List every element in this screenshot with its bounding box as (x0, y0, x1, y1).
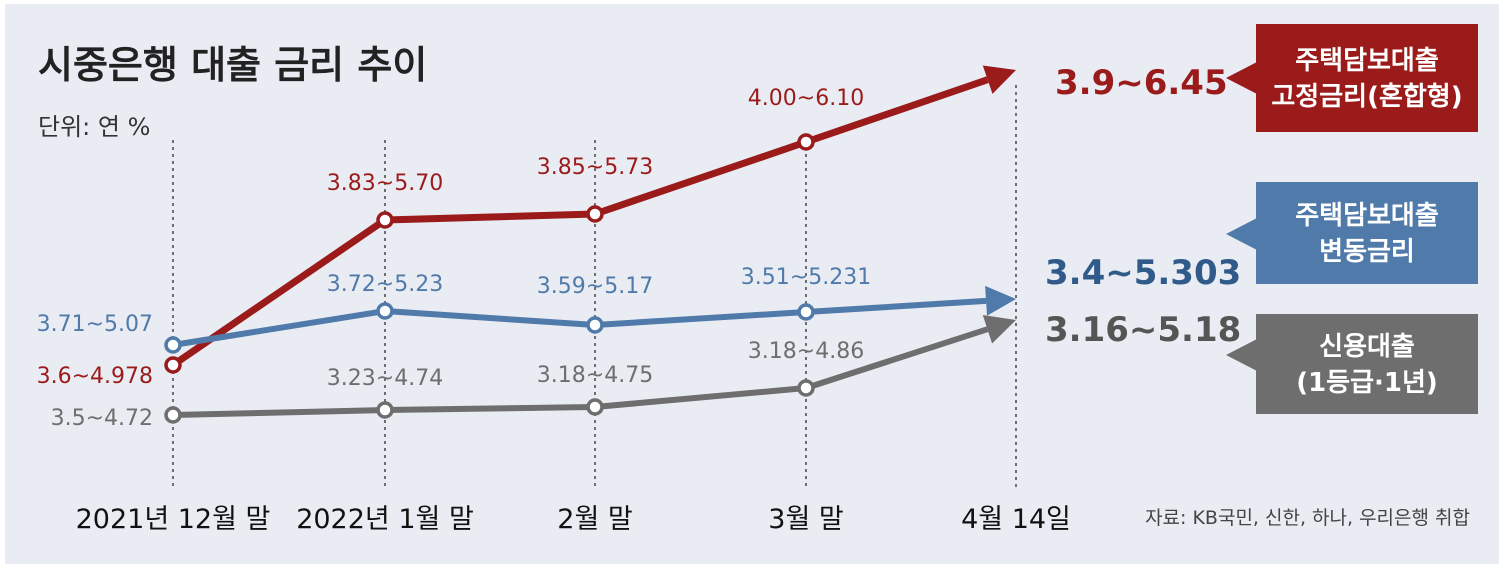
data-label: 3.51~5.231 (741, 265, 871, 290)
badge-label: 신용대출 (1319, 332, 1415, 362)
series-badge (1256, 314, 1478, 414)
data-label: 3.83~5.70 (327, 171, 443, 196)
source-note: 자료: KB국민, 신한, 하나, 우리은행 취합 (1145, 507, 1470, 529)
data-point (376, 401, 394, 419)
x-tick-label: 2022년 1월 말 (296, 504, 474, 535)
data-label: 3.72~5.23 (327, 272, 443, 297)
series-arrowhead (982, 315, 1016, 344)
badge-label: (1등급·1년) (1296, 368, 1438, 398)
data-point (376, 211, 394, 229)
data-label: 3.18~4.86 (748, 339, 864, 364)
end-value-label: 3.4~5.303 (1045, 253, 1241, 293)
badge-label: 주택담보대출 (1295, 201, 1439, 231)
series-arrowhead (982, 65, 1016, 94)
unit-label: 단위: 연 % (38, 113, 150, 141)
data-label: 4.00~6.10 (748, 86, 864, 111)
data-label: 3.85~5.73 (537, 155, 653, 180)
data-point (586, 398, 604, 416)
data-point (586, 316, 604, 334)
x-tick-label: 2021년 12월 말 (76, 504, 271, 535)
badge-pointer (1226, 339, 1257, 371)
badge-label: 변동금리 (1319, 237, 1415, 267)
badge-pointer (1226, 218, 1257, 250)
x-axis: 2021년 12월 말 2022년 1월 말 2월 말 3월 말 4월 14일 (76, 504, 1071, 535)
data-label: 3.6~4.978 (37, 364, 153, 389)
end-value-label: 3.16~5.18 (1045, 310, 1241, 350)
data-point (164, 356, 182, 374)
data-point (797, 379, 815, 397)
data-label: 3.18~4.75 (537, 363, 653, 388)
chart-title: 시중은행 대출 금리 추이 (38, 43, 427, 87)
lines-layer (164, 65, 1016, 424)
data-label: 3.5~4.72 (51, 406, 153, 431)
guides-layer (172, 85, 1017, 488)
data-point (797, 133, 815, 151)
data-point (797, 303, 815, 321)
series-badge (1256, 24, 1478, 132)
badge-label: 주택담보대출 (1295, 46, 1439, 76)
data-point (586, 205, 604, 223)
data-point (164, 336, 182, 354)
data-point (376, 302, 394, 320)
chart-background (5, 4, 1499, 564)
badge-label: 고정금리(혼합형) (1271, 82, 1462, 112)
data-label: 3.59~5.17 (537, 274, 653, 299)
data-label: 3.71~5.07 (37, 312, 153, 337)
end-value-label: 3.9~6.45 (1055, 63, 1228, 103)
badge-pointer (1226, 62, 1257, 94)
x-tick-label: 4월 14일 (961, 504, 1071, 535)
x-tick-label: 2월 말 (557, 504, 632, 535)
series-arrowhead (985, 285, 1016, 316)
series-badge (1256, 182, 1478, 284)
x-tick-label: 3월 말 (768, 504, 843, 535)
labels-layer: 3.6~4.978 3.83~5.70 3.85~5.73 4.00~6.10 3.9~… (37, 63, 1242, 431)
data-point (164, 406, 182, 424)
data-label: 3.23~4.74 (327, 366, 443, 391)
